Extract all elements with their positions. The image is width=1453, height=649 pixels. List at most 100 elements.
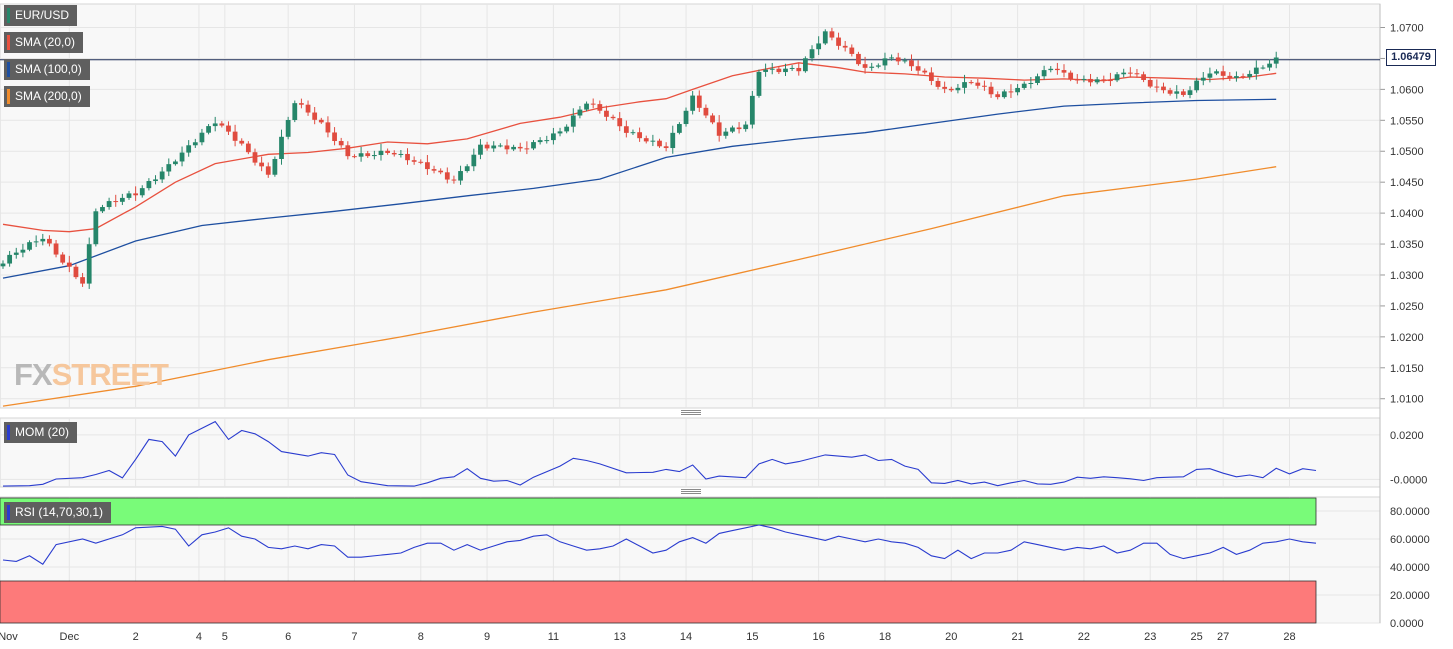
candle	[226, 121, 231, 136]
candle	[292, 100, 298, 123]
candle-body	[1054, 68, 1060, 71]
rsi-layer	[0, 497, 1317, 624]
candle	[1260, 65, 1266, 70]
candle-body	[106, 201, 112, 208]
candle	[1267, 59, 1272, 71]
price-tick-label: 1.0350	[1390, 239, 1424, 251]
candle	[551, 127, 556, 145]
candle	[179, 146, 185, 167]
candle-body	[1260, 67, 1266, 69]
candle-body	[438, 170, 444, 173]
candle	[391, 150, 397, 157]
candle-body	[425, 162, 430, 170]
candle	[153, 175, 158, 185]
price-tick-label: 1.0150	[1390, 363, 1424, 375]
candle-body	[478, 144, 483, 155]
candle-body	[358, 153, 364, 157]
candle	[47, 235, 52, 247]
candle	[736, 122, 742, 134]
candle	[1028, 77, 1034, 89]
rsi-tick-label: 40.0000	[1390, 562, 1430, 574]
candle	[796, 62, 802, 76]
candle	[1094, 76, 1100, 85]
candle-body	[1015, 87, 1020, 93]
candle-body	[1154, 86, 1160, 88]
candle-body	[531, 142, 536, 149]
candle	[504, 139, 510, 155]
candle	[358, 146, 364, 162]
candle-body	[975, 82, 981, 86]
pane-resize-handle-1[interactable]	[681, 410, 701, 415]
candle-body	[1247, 73, 1253, 77]
candle	[385, 148, 391, 155]
candle	[683, 107, 689, 127]
candle-body	[133, 193, 139, 196]
price-tick-label: 1.0200	[1390, 332, 1424, 344]
price-tick-label: 1.0400	[1390, 208, 1424, 220]
candle-body	[113, 201, 119, 203]
legend-sma-100[interactable]: SMA (100,0)	[4, 59, 90, 80]
candle-body	[1220, 71, 1226, 76]
candle	[259, 156, 265, 172]
candle	[856, 51, 861, 66]
candle	[199, 128, 205, 146]
candle	[206, 124, 211, 135]
legend-label-sma-20: SMA (20,0)	[15, 35, 76, 49]
candle	[113, 194, 119, 207]
candle-body	[763, 69, 768, 72]
legend-label-sma-200: SMA (200,0)	[15, 89, 82, 103]
candle	[663, 142, 669, 152]
candle-body	[192, 142, 198, 146]
candle	[192, 138, 198, 148]
candle	[1061, 64, 1067, 78]
grid-layer	[0, 3, 1381, 624]
candle	[1054, 62, 1060, 75]
candle-body	[982, 85, 987, 87]
candle-body	[643, 138, 649, 142]
candle	[895, 52, 901, 66]
x-tick-label: 7	[351, 631, 357, 643]
candle-body	[7, 254, 13, 264]
candle	[60, 252, 66, 265]
candle-body	[1147, 79, 1153, 87]
legend-sma-200[interactable]: SMA (200,0)	[4, 86, 90, 107]
candle	[909, 54, 914, 71]
candle	[842, 40, 848, 52]
candle-body	[126, 193, 132, 198]
candle	[803, 56, 808, 73]
legend-sma-20[interactable]: SMA (20,0)	[4, 32, 84, 53]
candle-body	[219, 123, 225, 126]
candle-body	[617, 118, 623, 127]
candle	[265, 162, 271, 178]
candle-body	[378, 150, 384, 156]
candle-body	[882, 58, 888, 66]
legend-eurusd[interactable]: EUR/USD	[4, 5, 78, 26]
candle-body	[80, 277, 85, 284]
candle	[1114, 72, 1120, 83]
candle-body	[391, 152, 397, 155]
candle-body	[365, 153, 371, 157]
candle	[27, 240, 32, 252]
candle-body	[504, 145, 510, 150]
candle-body	[570, 115, 576, 127]
candle-body	[1048, 68, 1054, 71]
x-tick-label: 23	[1144, 631, 1156, 643]
candle-body	[716, 122, 722, 136]
candle	[942, 81, 948, 94]
candle	[723, 127, 729, 139]
candle	[173, 159, 178, 166]
candle-body	[345, 145, 351, 157]
candle	[245, 141, 251, 155]
legend-label-sma-100: SMA (100,0)	[15, 62, 82, 76]
candle-body	[1101, 79, 1107, 81]
candle	[1134, 68, 1140, 78]
candle	[1154, 79, 1160, 93]
candle	[1088, 73, 1093, 87]
candle	[995, 91, 1001, 100]
legend-rsi[interactable]: RSI (14,70,30,1)	[4, 502, 112, 523]
candle	[365, 150, 371, 158]
legend-momentum[interactable]: MOM (20)	[4, 422, 77, 443]
candle	[1167, 87, 1173, 96]
candle	[464, 164, 470, 173]
pane-resize-handle-2[interactable]	[681, 489, 701, 494]
